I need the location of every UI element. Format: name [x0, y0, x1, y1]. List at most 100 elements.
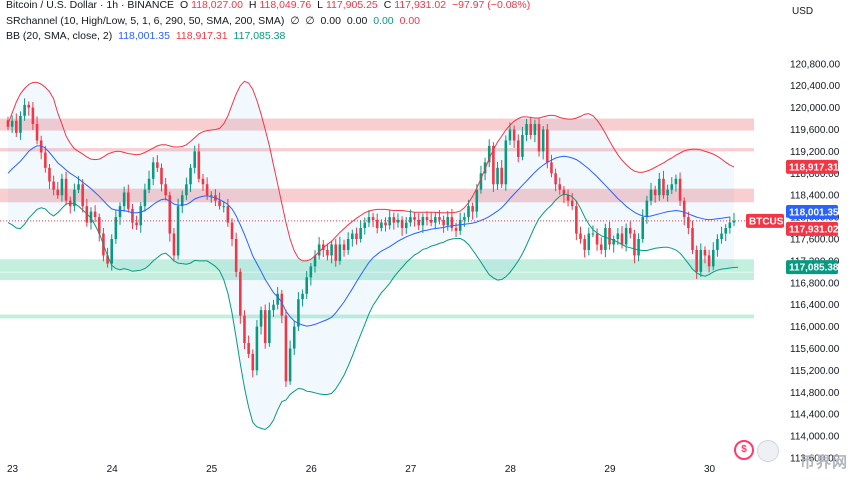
candle [334, 238, 338, 267]
sr-zone-support [0, 314, 754, 319]
y-tick-label: 116,400.00 [790, 300, 840, 311]
candle-body [608, 228, 611, 245]
candle [583, 235, 586, 258]
candle-body [268, 310, 271, 344]
candle-body [367, 217, 371, 223]
y-tick-label: 115,600.00 [790, 344, 840, 355]
candle [649, 182, 653, 206]
candle [558, 177, 562, 195]
candle-body [575, 206, 578, 234]
candle-body [616, 233, 620, 239]
candle [351, 229, 354, 247]
candle [31, 102, 35, 130]
candle [570, 192, 574, 210]
candle-body [371, 217, 375, 220]
candle-body [492, 145, 495, 185]
candle-body [64, 178, 68, 201]
candle [487, 139, 491, 168]
candle [537, 117, 541, 157]
candle [60, 173, 64, 202]
candle-body [309, 266, 313, 278]
candle-body [263, 310, 267, 344]
y-tick-label: 120,000.00 [790, 103, 840, 114]
price-tag: 118,001.35 [786, 205, 839, 220]
candle [591, 225, 595, 237]
bb-indicator-name[interactable]: BB (20, SMA, close, 2) [6, 30, 113, 42]
candle-body [595, 233, 599, 245]
candle [458, 212, 462, 236]
candle-body [176, 206, 180, 256]
candle-body [276, 293, 279, 305]
bb-upper-line [7, 80, 735, 262]
candle [164, 177, 167, 201]
candle-body [143, 189, 147, 207]
candle-body [106, 255, 109, 264]
candle-body [695, 249, 698, 272]
y-tick-label: 118,400.00 [790, 191, 840, 202]
candle-body [305, 277, 308, 294]
candle [156, 155, 159, 173]
candle-body [135, 222, 138, 226]
candle-body [682, 200, 686, 218]
currency-label[interactable]: USD [792, 6, 814, 17]
candle-body [297, 299, 300, 327]
candle-body [691, 228, 694, 250]
candle [711, 242, 715, 271]
sr-indicator-name[interactable]: SRchannel (10, High/Low, 5, 1, 6, 290, 5… [6, 15, 285, 27]
candle-body [533, 124, 537, 135]
candle-body [114, 217, 118, 239]
candle-body [355, 233, 358, 239]
price-tags: 118,917.31118,001.35BTCUSD117,931.02117,… [746, 159, 839, 275]
candle [425, 211, 429, 226]
candle-body [326, 249, 329, 256]
candle-body [699, 249, 703, 272]
price-tag: 118,917.31 [786, 159, 839, 174]
candle-body [56, 189, 60, 196]
sr-legend[interactable]: SRchannel (10, High/Low, 5, 1, 6, 290, 5… [6, 15, 423, 28]
watermark-badge-icon: $ [734, 440, 754, 460]
symbol-title[interactable]: Bitcoin / U.S. Dollar · 1h · BINANCE [6, 0, 175, 11]
candle-body [226, 206, 230, 223]
price-tag-label: 118,001.35 [789, 208, 839, 219]
bb-legend[interactable]: BB (20, SMA, close, 2) 118,001.35 118,91… [6, 30, 288, 43]
candle-body [425, 217, 429, 220]
candle-body [218, 200, 221, 207]
candle [243, 310, 246, 350]
candle-body [301, 293, 304, 300]
candle-body [127, 192, 130, 209]
candle-body [732, 220, 736, 223]
y-tick-label: 117,600.00 [790, 235, 840, 246]
candle [604, 223, 607, 258]
sr-value-3: 0.00 [373, 15, 394, 27]
bollinger-band-area [8, 81, 734, 430]
candle-body [658, 178, 661, 196]
candle-body [284, 315, 288, 382]
candle-body [554, 173, 557, 185]
candle-body [421, 217, 425, 226]
candle [628, 221, 632, 239]
sr-value-1: 0.00 [320, 15, 341, 27]
candle [93, 205, 97, 223]
candle [608, 221, 611, 250]
candle [396, 213, 400, 228]
candle-body [189, 167, 192, 185]
candle [218, 192, 221, 210]
candle-body [516, 140, 520, 157]
sr-zones [0, 118, 754, 319]
candle [355, 227, 358, 245]
candle [284, 309, 288, 387]
candle-body [666, 189, 669, 196]
candle [732, 212, 736, 227]
price-tag-bg [786, 260, 838, 275]
candle [699, 243, 703, 277]
candle [363, 217, 367, 235]
candle-body [624, 228, 628, 245]
candle [442, 215, 445, 233]
candle [139, 202, 143, 233]
y-tick-label: 120,400.00 [790, 81, 840, 92]
candle-body [164, 184, 167, 196]
candle-body [724, 228, 727, 234]
candle [691, 220, 694, 255]
watermark-text: 币界网 [799, 454, 848, 471]
